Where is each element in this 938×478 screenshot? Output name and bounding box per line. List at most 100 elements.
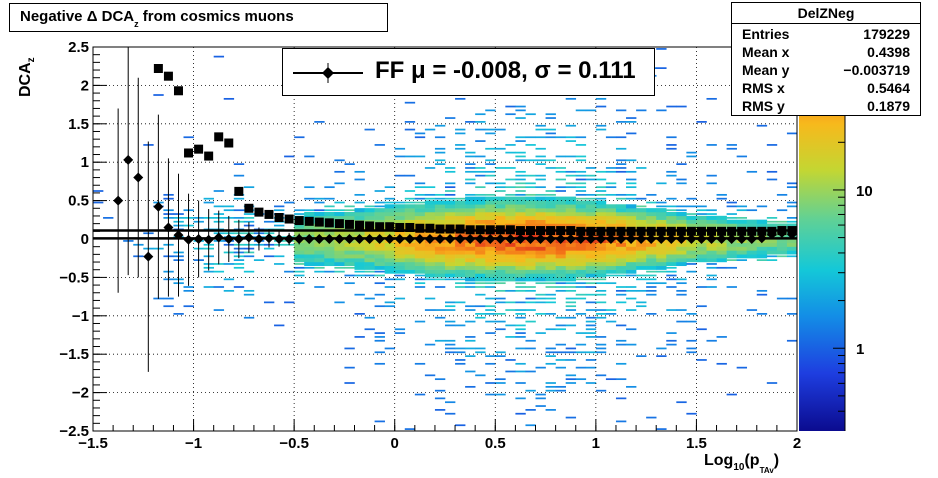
heat-cell [505,196,516,201]
heat-cell [445,246,456,251]
heat-cell [384,254,396,259]
heat-cell [434,309,446,311]
heat-cell [686,213,697,215]
mean-point [203,234,214,245]
heat-cell [434,316,446,319]
mean-point [414,234,425,244]
heat-cell [605,274,617,277]
heat-cell [465,277,476,282]
heat-cell [736,223,748,228]
heat-cell [585,366,597,369]
stats-box: DelZNeg Entries 179229 Mean x 0.4398 Mean y −… [731,2,921,116]
heat-cell [676,401,687,404]
heat-cell [525,409,536,411]
heat-cell [505,200,516,205]
heat-cell [746,223,758,228]
heat-cell [565,359,577,361]
heat-cell [746,209,758,212]
heat-cell [445,269,456,274]
heat-cell [666,211,677,217]
rms-point [284,214,294,224]
rms-point [495,225,505,235]
heat-cell [686,223,697,228]
heat-cell [414,242,426,247]
heat-cell [434,193,446,196]
heat-cell [666,270,677,273]
heat-cell [585,258,597,263]
heat-cell [475,167,486,169]
mean-point [646,234,657,244]
heat-cell [565,382,577,384]
heat-cell [455,97,466,100]
heat-cell [384,250,396,255]
heat-cell [243,270,255,273]
heat-cell [485,159,496,162]
heat-cell [203,286,214,288]
heat-cell [515,258,526,263]
heat-cell [384,301,396,304]
heat-cell [445,190,456,192]
mean-point [183,234,194,245]
mean-point [223,234,234,244]
heat-cell [585,324,597,327]
heat-cell [636,305,647,308]
heat-cell [354,211,365,217]
heat-cell [535,273,546,278]
heat-cell [626,159,637,162]
heat-cell [384,201,396,204]
heat-cell [626,254,637,259]
heat-cell [656,205,667,208]
heat-cell [424,246,436,251]
heat-cell [565,97,577,100]
heat-cell [455,359,466,361]
heat-cell [575,190,587,192]
heat-cell [485,204,496,209]
heat-cell [495,211,506,217]
heat-cell [626,204,637,209]
heat-cell [445,301,456,304]
heat-cell [585,320,597,323]
heat-cell [515,246,526,251]
heat-cell [384,208,396,213]
heat-cell [495,182,506,185]
heat-cell [434,151,446,154]
heat-cell [465,254,476,259]
heat-cell [716,254,727,259]
heat-cell [495,204,506,209]
heat-cell [284,301,295,304]
heat-cell [424,374,436,377]
heat-cell [515,186,526,189]
heat-cell [465,286,476,288]
heat-cell [646,286,657,288]
heat-cell [374,420,385,423]
heat-cell [485,393,496,396]
mean-point [616,234,626,244]
heat-cell [575,265,587,270]
heat-cell [505,242,516,247]
heat-cell [475,215,486,220]
heat-cell [525,254,536,259]
heat-cell [475,261,486,267]
heat-cell [595,211,607,217]
heat-cell [404,261,416,267]
heat-cell [294,223,305,228]
heat-cell [626,193,637,196]
heat-cell [253,259,265,261]
heat-cell [686,412,697,415]
heat-cell [565,416,577,419]
heat-cell [515,370,526,373]
heat-cell [465,242,476,247]
heat-cell [485,208,496,213]
heat-cell [455,278,466,281]
heat-cell [646,219,657,224]
heat-cell [515,336,526,338]
heat-cell [434,136,446,139]
heat-cell [485,147,496,150]
mean-point [545,234,556,244]
heat-cell [535,397,546,400]
heat-cell [475,193,486,196]
heat-cell [394,219,406,224]
heat-cell [324,205,335,208]
heat-cell [203,197,214,200]
heat-cell [263,247,275,250]
